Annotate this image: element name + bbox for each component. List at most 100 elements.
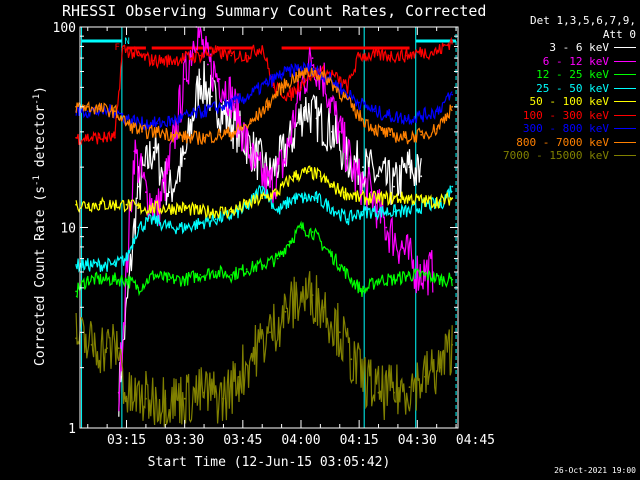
data-point-100-300-kev	[346, 86, 349, 89]
legend-swatch	[614, 141, 636, 143]
series-line-100-300-kev	[75, 36, 453, 146]
legend-entry-50-100-kev: 50 - 100 keV	[472, 95, 638, 109]
data-point-3-6-kev	[183, 157, 186, 160]
data-point-6-12-kev	[385, 226, 388, 229]
flag-f-label: F	[115, 43, 120, 53]
data-point-12-25-kev	[288, 240, 291, 243]
data-point-25-50-kev	[261, 185, 264, 188]
data-point-300-800-kev	[389, 115, 392, 117]
data-point-7000-15000-kev	[106, 347, 108, 350]
data-point-3-6-kev	[393, 185, 395, 188]
data-point-50-100-kev	[86, 203, 89, 206]
data-point-50-100-kev	[168, 207, 171, 210]
data-point-7000-15000-kev	[451, 343, 454, 346]
data-point-7000-15000-kev	[311, 294, 314, 296]
data-point-100-300-kev	[373, 54, 376, 57]
data-point-7000-15000-kev	[90, 343, 93, 346]
data-point-800-7000-kev	[125, 122, 128, 125]
data-point-50-100-kev	[342, 191, 345, 194]
legend-label: 800 - 7000 keV	[516, 135, 609, 149]
data-point-100-300-kev	[358, 54, 360, 57]
data-point-12-25-kev	[137, 287, 140, 289]
data-point-50-100-kev	[245, 203, 248, 206]
flag-n-label: N	[124, 37, 129, 47]
data-point-7000-15000-kev	[269, 331, 271, 334]
data-point-12-25-kev	[451, 278, 454, 281]
data-point-50-100-kev	[331, 185, 333, 188]
data-point-100-300-kev	[288, 95, 291, 98]
legend-entry-800-7000-kev: 800 - 7000 keV	[472, 136, 638, 150]
data-point-7000-15000-kev	[338, 331, 341, 334]
legend-label: 7000 - 15000 keV	[503, 149, 609, 162]
data-point-300-800-kev	[218, 105, 221, 108]
data-point-6-12-kev	[400, 246, 403, 248]
y-tick-label: 10	[60, 222, 76, 237]
legend-label: 12 - 25 keV	[536, 68, 609, 81]
data-point-6-12-kev	[311, 57, 314, 59]
legend-swatch	[614, 155, 636, 157]
data-point-25-50-kev	[346, 218, 349, 221]
data-point-12-25-kev	[350, 278, 353, 281]
data-point-12-25-kev	[114, 278, 116, 281]
data-point-12-25-kev	[439, 278, 442, 281]
data-point-800-7000-kev	[265, 105, 267, 108]
data-point-50-100-kev	[75, 203, 77, 206]
data-point-300-800-kev	[141, 122, 143, 125]
series-line-7000-15000-kev	[75, 271, 453, 427]
data-point-25-50-kev	[331, 207, 333, 210]
data-point-100-300-kev	[98, 136, 101, 139]
data-point-50-100-kev	[125, 203, 128, 206]
data-point-7000-15000-kev	[408, 386, 411, 388]
data-point-6-12-kev	[338, 130, 341, 133]
x-tick-label: 04:30	[398, 433, 437, 448]
data-point-25-50-kev	[183, 226, 186, 229]
series-line-3-6-kev	[118, 60, 422, 417]
data-point-100-300-kev	[114, 136, 116, 139]
data-point-7000-15000-kev	[203, 391, 206, 394]
data-point-100-300-kev	[435, 51, 438, 53]
data-point-100-300-kev	[261, 45, 264, 48]
data-point-100-300-kev	[245, 54, 248, 57]
data-point-7000-15000-kev	[238, 375, 240, 378]
data-point-6-12-kev	[354, 175, 357, 178]
data-point-300-800-kev	[280, 73, 283, 76]
series-line-300-800-kev	[75, 61, 453, 131]
data-point-100-300-kev	[168, 59, 171, 62]
data-point-300-800-kev	[435, 110, 438, 113]
legend-swatch	[614, 60, 636, 62]
data-point-3-6-kev	[377, 175, 380, 178]
data-point-100-300-kev	[183, 57, 186, 59]
data-point-3-6-kev	[199, 78, 202, 80]
data-point-300-800-kev	[265, 83, 267, 85]
data-point-800-7000-kev	[234, 130, 237, 133]
x-tick-label: 04:15	[340, 433, 379, 448]
data-point-7000-15000-kev	[125, 397, 128, 400]
data-point-12-25-kev	[408, 274, 411, 276]
data-point-3-6-kev	[331, 130, 333, 133]
data-point-50-100-kev	[114, 203, 116, 206]
data-point-800-7000-kev	[280, 86, 283, 89]
data-point-800-7000-kev	[187, 136, 190, 139]
legend-entry-3-6-kev: 3 - 6 keV	[472, 41, 638, 55]
data-point-3-6-kev	[152, 146, 155, 149]
data-point-3-6-kev	[226, 117, 229, 120]
data-point-25-50-kev	[393, 210, 395, 213]
data-point-25-50-kev	[408, 210, 411, 213]
data-point-50-100-kev	[393, 197, 395, 200]
data-point-25-50-kev	[230, 214, 233, 217]
data-point-300-800-kev	[125, 117, 128, 120]
data-point-100-300-kev	[230, 54, 233, 57]
data-point-7000-15000-kev	[284, 310, 287, 313]
data-point-3-6-kev	[304, 105, 306, 108]
data-point-100-300-kev	[389, 54, 392, 57]
data-point-3-6-kev	[137, 185, 140, 188]
series-line-12-25-kev	[75, 220, 453, 299]
legend-entry-25-50-kev: 25 - 50 keV	[472, 82, 638, 96]
x-tick-label: 04:00	[281, 433, 320, 448]
legend-label: 25 - 50 keV	[536, 81, 609, 95]
data-point-12-25-kev	[300, 226, 302, 229]
legend-swatch	[614, 128, 636, 130]
series-line-50-100-kev	[75, 165, 453, 220]
data-point-3-6-kev	[420, 175, 423, 178]
